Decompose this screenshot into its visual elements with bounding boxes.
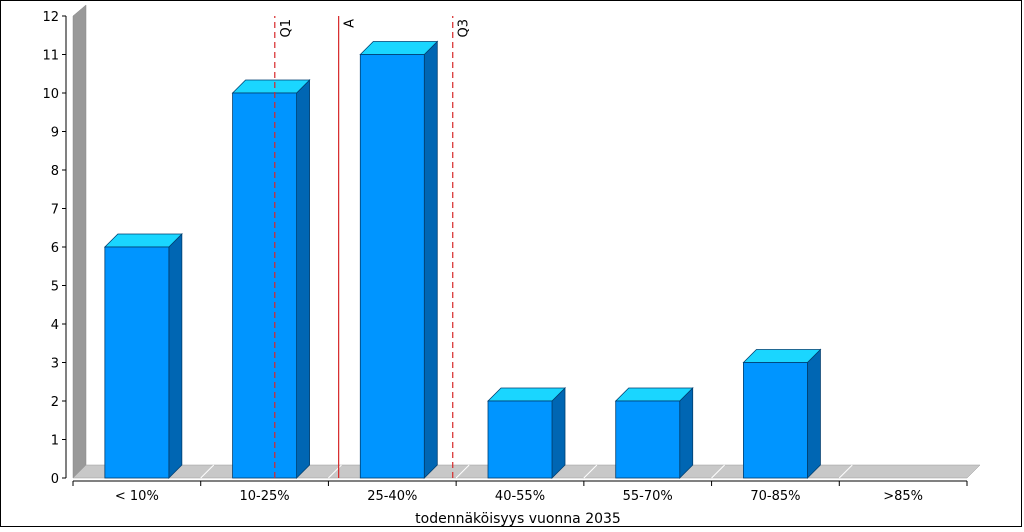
marker-label: Q1 xyxy=(279,19,294,38)
bar xyxy=(487,387,566,479)
bar-top xyxy=(231,79,311,94)
bars xyxy=(103,40,822,479)
floor-divider xyxy=(711,464,725,479)
y-tick-label: 2 xyxy=(51,395,59,410)
marker-label: Q3 xyxy=(457,19,472,38)
floor-divider xyxy=(583,464,598,479)
y-tick-label: 12 xyxy=(42,10,59,25)
bar-top xyxy=(487,387,566,402)
x-axis-label: todennäköisyys vuonna 2035 xyxy=(415,511,621,527)
bar-side xyxy=(168,233,183,479)
bar xyxy=(103,233,183,479)
bar-side xyxy=(679,387,694,479)
bar-top xyxy=(614,387,694,402)
floor-divider xyxy=(838,464,853,479)
x-tick-label: 55-70% xyxy=(623,489,673,504)
bar-top xyxy=(742,349,822,363)
bar xyxy=(614,387,694,479)
y-tick-label: 1 xyxy=(51,434,59,449)
bar-top xyxy=(359,41,439,55)
bar-front xyxy=(359,54,425,479)
bar-front xyxy=(615,400,681,479)
bar-side xyxy=(296,79,310,479)
y-tick-label: 5 xyxy=(51,280,59,295)
floor-divider xyxy=(455,464,470,479)
bar-side xyxy=(807,348,821,479)
x-tick-label: < 10% xyxy=(115,489,159,504)
bar-side xyxy=(423,40,438,479)
bar-front xyxy=(104,246,170,479)
bar-front xyxy=(232,92,297,479)
x-tick-label: 25-40% xyxy=(367,489,417,504)
bar xyxy=(742,348,822,479)
bar-front xyxy=(487,400,553,479)
x-tick-label: 40-55% xyxy=(495,489,545,504)
bar xyxy=(231,79,311,479)
marker-label: A xyxy=(343,19,358,28)
y-tick-label: 8 xyxy=(51,164,59,179)
x-tick-label: 70-85% xyxy=(750,489,800,504)
bar-top xyxy=(103,233,183,248)
x-axis-ticks: < 10% 10-25% 25-40% 40-55% 55-70% 70-85% >85% xyxy=(72,480,968,504)
floor-divider xyxy=(200,464,215,479)
y-tick-label: 10 xyxy=(42,87,59,102)
y-tick-label: 11 xyxy=(42,49,59,64)
x-tick-label: >85% xyxy=(883,489,923,504)
axis-wall-face xyxy=(72,4,87,479)
marker-lines: Q1 A Q3 xyxy=(274,16,472,478)
y-tick-label: 6 xyxy=(51,241,59,256)
floor-divider xyxy=(328,464,342,479)
y-tick-label: 7 xyxy=(51,203,59,218)
y-tick-label: 9 xyxy=(51,126,59,141)
x-tick-label: 10-25% xyxy=(240,489,290,504)
y-tick-label: 0 xyxy=(51,472,59,487)
y-tick-label: 3 xyxy=(51,357,59,372)
y-tick-label: 4 xyxy=(51,318,59,333)
bar xyxy=(359,40,439,479)
bar-side xyxy=(551,387,566,479)
bar-front xyxy=(743,362,808,479)
y-axis-wall xyxy=(72,4,87,479)
